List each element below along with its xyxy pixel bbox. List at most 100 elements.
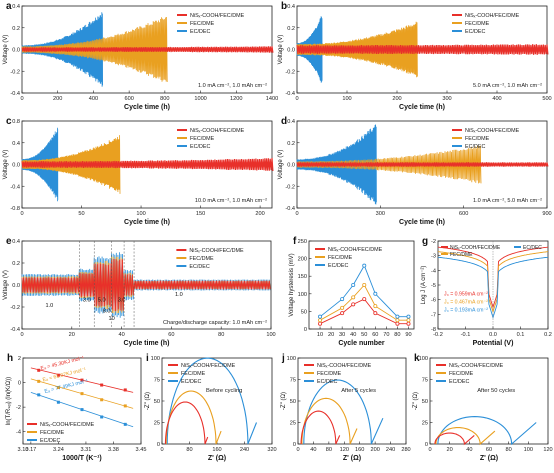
y-tick-label: -0.2 bbox=[10, 305, 20, 311]
legend-entry: FEC/DME bbox=[189, 256, 214, 262]
y-tick-label: 25 bbox=[290, 421, 296, 427]
panel-g: g-0.2 -0.1 0.0 0.1 0.2-8-7-6-5-4-3-2Potentia… bbox=[421, 236, 552, 347]
y-tick-label: -6 bbox=[431, 298, 436, 304]
x-tick-label: 3.45 bbox=[136, 447, 147, 453]
y-tick-label: -0.4 bbox=[10, 184, 20, 190]
y-tick-label: 0.2 bbox=[287, 141, 295, 147]
x-axis-label: Cycle number bbox=[338, 340, 385, 347]
nyquist-curve-orange bbox=[166, 391, 221, 444]
y-tick-label: 50 bbox=[301, 309, 307, 315]
hysteresis-point bbox=[363, 264, 366, 267]
panel-label: d bbox=[281, 116, 287, 127]
y-tick-label: 0.4 bbox=[12, 4, 20, 10]
y-tick-label: 0 bbox=[18, 381, 21, 387]
hysteresis-line-blue bbox=[320, 266, 408, 317]
x-tick-label: 3.17 bbox=[25, 447, 36, 453]
j0-annotation: J₀ = 0.467mA cm⁻² bbox=[444, 300, 488, 306]
x-axis-label: Potential (V) bbox=[473, 340, 514, 347]
hysteresis-point bbox=[341, 312, 344, 315]
legend-entry: NiSₓ-COOH/FEC/DME bbox=[449, 363, 504, 369]
x-tick-label: 0 bbox=[20, 96, 23, 102]
nyquist-curve-blue bbox=[438, 417, 536, 444]
x-tick-label: 80 bbox=[218, 332, 224, 338]
x-tick-label: 160 bbox=[355, 447, 364, 453]
legend-entry: FEC/DME bbox=[190, 21, 215, 27]
arrhenius-point bbox=[37, 369, 40, 372]
x-tick-label: 3.31 bbox=[80, 447, 91, 453]
y-tick-label: 75 bbox=[290, 378, 296, 384]
hysteresis-point bbox=[396, 319, 399, 322]
y-tick-label: 50 bbox=[422, 399, 428, 405]
x-tick-label: 120 bbox=[340, 447, 349, 453]
rate-label: 10 bbox=[109, 316, 115, 322]
y-tick-label: -0.2 bbox=[285, 184, 295, 190]
y-tick-label: -0.4 bbox=[285, 91, 295, 97]
x-axis-label: Cycle time (h) bbox=[399, 104, 445, 111]
y-tick-label: -3 bbox=[431, 254, 436, 260]
rate-label: 1.0 bbox=[175, 292, 183, 298]
x-tick-label: 400 bbox=[492, 96, 501, 102]
legend-entry: EC/DEC bbox=[189, 264, 209, 270]
x-tick-label: 80 bbox=[186, 447, 192, 453]
legend-entry: EC/DEC bbox=[190, 144, 210, 150]
x-tick-label: 20 bbox=[69, 332, 75, 338]
y-tick-label: 0 bbox=[304, 327, 307, 333]
hysteresis-point bbox=[318, 315, 321, 318]
x-tick-label: 80 bbox=[394, 332, 400, 338]
hysteresis-point bbox=[363, 283, 366, 286]
panel-b: b0 100 200 300 400 500-0.4-0.20.00.20.4Cycle … bbox=[278, 1, 552, 111]
x-tick-label: 60 bbox=[372, 332, 378, 338]
x-tick-label: 800 bbox=[160, 96, 169, 102]
y-axis-label: Voltage hysteresis (mV) bbox=[289, 253, 295, 316]
panel-e: e0 20 40 60 80 100-0.4-0.20.00.20.4Cycle time… bbox=[3, 236, 276, 347]
panel-label: a bbox=[6, 1, 12, 12]
x-tick-label: 300 bbox=[442, 96, 451, 102]
panel-label: j bbox=[281, 353, 285, 364]
y-tick-label: 75 bbox=[422, 378, 428, 384]
x-tick-label: 0.2 bbox=[544, 332, 552, 338]
legend-entry: NiSₓ-COOH/FEC/DME bbox=[181, 363, 236, 369]
condition-annotation: After 50 cycles bbox=[477, 388, 515, 394]
y-axis-label: Voltage (V) bbox=[278, 35, 284, 65]
x-tick-label: 0 bbox=[20, 332, 23, 338]
panel-i: i0 80 160 240 3200255075100Z' (Ω)-Z'' (Ω)NiS… bbox=[145, 353, 277, 462]
y-tick-label: 50 bbox=[290, 399, 296, 405]
x-tick-label: 1000 bbox=[194, 96, 206, 102]
x-tick-label: 3.24 bbox=[53, 447, 64, 453]
x-tick-label: 20 bbox=[328, 332, 334, 338]
plot-frame bbox=[298, 358, 406, 444]
x-tick-label: 100 bbox=[266, 332, 275, 338]
legend-entry: FEC/DME bbox=[40, 430, 65, 436]
y-tick-label: 25 bbox=[422, 421, 428, 427]
x-tick-label: 50 bbox=[361, 332, 367, 338]
y-tick-label: 2 bbox=[18, 356, 21, 362]
legend-entry: FEC/DME bbox=[317, 371, 342, 377]
panel-label: g bbox=[422, 236, 428, 247]
y-tick-label: 0 bbox=[157, 442, 160, 448]
y-tick-label: 0.0 bbox=[12, 283, 20, 289]
legend-entry: EC/DEC bbox=[190, 29, 210, 35]
condition-annotation: 5.0 mA cm⁻², 1.0 mAh cm⁻² bbox=[473, 83, 542, 89]
arrhenius-point bbox=[124, 388, 127, 391]
y-tick-label: 50 bbox=[154, 399, 160, 405]
legend-entry: FEC/DME bbox=[328, 255, 353, 261]
x-tick-label: 0.0 bbox=[489, 332, 497, 338]
y-tick-label: -5 bbox=[431, 283, 436, 289]
x-tick-label: 150 bbox=[196, 211, 205, 217]
panel-label: h bbox=[7, 353, 13, 364]
x-tick-label: 200 bbox=[53, 96, 62, 102]
arrhenius-point bbox=[124, 423, 127, 426]
y-tick-label: -7 bbox=[431, 312, 436, 318]
x-tick-label: 40 bbox=[310, 447, 316, 453]
x-axis-label: Z' (Ω) bbox=[480, 455, 498, 462]
condition-annotation: 1.0 mA cm⁻², 1.0 mAh cm⁻² bbox=[198, 83, 267, 89]
rate-label: 1.0 bbox=[45, 303, 53, 309]
x-tick-label: 60 bbox=[486, 447, 492, 453]
y-axis-label: -Z'' (Ω) bbox=[145, 392, 151, 410]
plot-frame bbox=[162, 358, 272, 444]
legend-entry: EC/DEC bbox=[523, 245, 542, 251]
legend-entry: EC/DEC bbox=[40, 438, 60, 444]
x-tick-label: 80 bbox=[506, 447, 512, 453]
hysteresis-point bbox=[363, 297, 366, 300]
hysteresis-point bbox=[374, 312, 377, 315]
